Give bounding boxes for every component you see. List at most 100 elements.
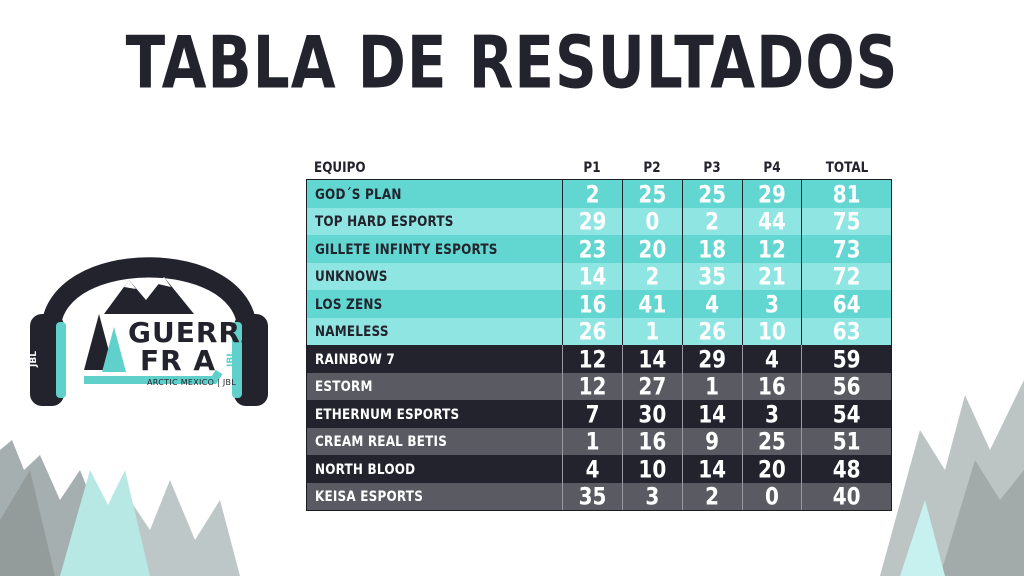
score-p1: 23 bbox=[562, 234, 622, 263]
team-name: RAINBOW 7 bbox=[307, 345, 562, 373]
score-p1: 14 bbox=[562, 262, 622, 291]
score-p2: 14 bbox=[621, 344, 682, 374]
score-p4-value: 25 bbox=[758, 426, 786, 456]
score-total-value: 48 bbox=[832, 454, 861, 484]
score-p4-value: 29 bbox=[758, 179, 786, 209]
logo-subtitle: ARCTIC MEXICO | JBL bbox=[147, 378, 237, 387]
score-p2: 30 bbox=[621, 399, 682, 428]
score-p3-value: 35 bbox=[698, 261, 727, 291]
team-name: LOS ZENS bbox=[307, 290, 562, 318]
team-name-value: NAMELESS bbox=[315, 322, 389, 340]
team-name-value: KEISA ESPORTS bbox=[315, 487, 424, 505]
score-total: 40 bbox=[801, 482, 891, 511]
score-p3: 14 bbox=[681, 399, 742, 429]
score-total: 64 bbox=[801, 289, 891, 318]
table-row: LOS ZENS 16 41 4 3 64 bbox=[307, 289, 891, 319]
score-p4: 10 bbox=[741, 316, 802, 346]
team-name-value: LOS ZENS bbox=[315, 295, 383, 313]
header-p2: P2 bbox=[643, 158, 661, 176]
score-total: 81 bbox=[801, 179, 891, 209]
score-p3-value: 14 bbox=[698, 399, 727, 429]
table-row: RAINBOW 7 12 14 29 4 59 bbox=[307, 344, 891, 374]
table-row: CREAM REAL BETIS 1 16 9 25 51 bbox=[307, 426, 891, 456]
score-p1-value: 1 bbox=[585, 426, 600, 456]
score-p1-value: 16 bbox=[578, 289, 607, 319]
score-p2: 3 bbox=[621, 482, 682, 511]
score-p2: 1 bbox=[621, 316, 682, 346]
score-p3-value: 2 bbox=[705, 206, 720, 236]
team-name: GOD´S PLAN bbox=[307, 180, 562, 208]
score-p3: 1 bbox=[681, 371, 742, 401]
score-p3: 2 bbox=[681, 206, 742, 236]
score-p3: 14 bbox=[681, 454, 742, 483]
score-p2: 10 bbox=[621, 454, 682, 484]
score-p4-value: 10 bbox=[758, 316, 786, 346]
table-header: EQUIPO P1 P2 P3 P4 TOTAL bbox=[306, 155, 892, 179]
score-p1-value: 7 bbox=[585, 399, 600, 429]
score-p1-value: 35 bbox=[578, 481, 607, 511]
score-p4: 25 bbox=[741, 426, 802, 456]
team-name-value: NORTH BLOOD bbox=[315, 460, 416, 478]
score-p2-value: 14 bbox=[638, 344, 667, 374]
score-total-value: 72 bbox=[832, 261, 861, 291]
score-p2: 25 bbox=[621, 179, 682, 208]
score-p2-value: 16 bbox=[638, 426, 667, 456]
score-p3-value: 1 bbox=[705, 371, 720, 401]
score-p2: 20 bbox=[621, 234, 682, 263]
header-p3: P3 bbox=[703, 158, 721, 176]
score-p2-value: 1 bbox=[645, 316, 660, 346]
score-p2-value: 41 bbox=[638, 289, 667, 319]
score-p3: 4 bbox=[681, 289, 742, 318]
score-total: 59 bbox=[801, 344, 891, 374]
score-total: 75 bbox=[801, 207, 891, 236]
score-p4-value: 4 bbox=[764, 344, 779, 374]
score-total-value: 54 bbox=[832, 399, 861, 429]
score-total: 54 bbox=[801, 399, 891, 429]
team-name: KEISA ESPORTS bbox=[307, 483, 562, 511]
score-p3: 26 bbox=[681, 316, 742, 346]
score-p3: 25 bbox=[681, 179, 742, 208]
team-name: NAMELESS bbox=[307, 318, 562, 346]
table-row: UNKNOWS 14 2 35 21 72 bbox=[307, 261, 891, 291]
score-total: 63 bbox=[801, 316, 891, 346]
jbl-brand-right: JBL bbox=[225, 351, 236, 367]
score-p1: 26 bbox=[562, 316, 622, 346]
score-p4-value: 0 bbox=[764, 481, 779, 511]
score-p4: 44 bbox=[741, 206, 802, 236]
header-total: TOTAL bbox=[825, 158, 869, 176]
score-p1-value: 12 bbox=[578, 344, 607, 374]
team-name-value: UNKNOWS bbox=[315, 267, 388, 285]
score-p4-value: 12 bbox=[758, 234, 786, 264]
score-p4: 29 bbox=[741, 179, 802, 209]
score-p4-value: 44 bbox=[758, 206, 786, 236]
score-total-value: 59 bbox=[832, 344, 861, 374]
score-total-value: 63 bbox=[832, 316, 861, 346]
score-p3-value: 29 bbox=[698, 344, 727, 374]
score-p1-value: 4 bbox=[585, 454, 600, 484]
team-name-value: CREAM REAL BETIS bbox=[315, 432, 448, 450]
score-total-value: 81 bbox=[832, 179, 861, 209]
score-p4: 0 bbox=[741, 481, 802, 511]
score-p1: 7 bbox=[562, 399, 622, 429]
score-p2-value: 2 bbox=[645, 261, 660, 291]
guerra-fria-logo bbox=[30, 257, 268, 406]
score-p1-value: 26 bbox=[578, 316, 607, 346]
score-p2: 16 bbox=[621, 426, 682, 456]
score-total: 72 bbox=[801, 261, 891, 291]
table-row: ETHERNUM ESPORTS 7 30 14 3 54 bbox=[307, 399, 891, 429]
score-p4: 21 bbox=[741, 262, 802, 291]
score-p2-value: 0 bbox=[645, 206, 660, 236]
score-p2-value: 10 bbox=[638, 454, 667, 484]
header-p4: P4 bbox=[763, 158, 781, 176]
score-p3: 2 bbox=[681, 482, 742, 511]
score-total-value: 51 bbox=[832, 426, 861, 456]
score-p4: 16 bbox=[741, 372, 802, 401]
score-p4: 20 bbox=[741, 454, 802, 483]
score-p4: 3 bbox=[741, 399, 802, 428]
page-title: TABLA DE RESULTADOS bbox=[125, 20, 899, 105]
score-p4: 3 bbox=[741, 289, 802, 318]
score-p3-value: 26 bbox=[698, 316, 727, 346]
score-total: 51 bbox=[801, 426, 891, 456]
team-name-value: GILLETE INFINTY ESPORTS bbox=[315, 240, 498, 258]
score-p2: 2 bbox=[621, 261, 682, 291]
